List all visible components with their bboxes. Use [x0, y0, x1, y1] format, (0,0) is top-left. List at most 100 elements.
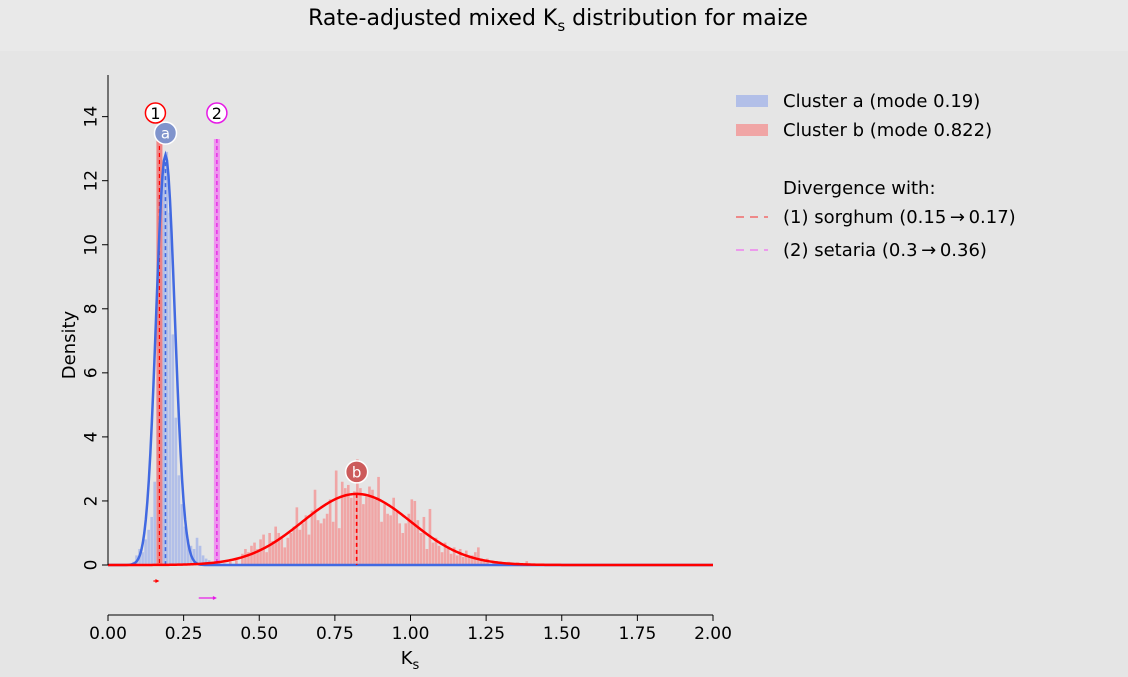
histogram-bar-b: [401, 532, 405, 565]
x-ticks: 0.00 0.25 0.50 0.75 1.00 1.25 1.50 1.75 2.00: [89, 615, 732, 644]
density-curves: [108, 150, 713, 567]
x-tick-label: 0.25: [165, 624, 203, 644]
mode-marker-label-b: b: [352, 463, 362, 481]
divergence-marker-label-2: 2: [212, 104, 222, 123]
histogram-bar-b: [407, 513, 411, 565]
histogram-bar-b: [419, 532, 423, 565]
histogram-bar-b: [431, 542, 435, 565]
histogram-bar-b: [440, 552, 444, 565]
histogram-bar-a: [174, 417, 178, 565]
mode-marker-b: [344, 460, 369, 484]
histogram-bar-b: [250, 545, 253, 565]
histogram-bar-b: [443, 542, 447, 565]
histogram-bar-b: [410, 499, 414, 565]
histogram-bar-b: [322, 518, 326, 565]
y-tick-label: 12: [82, 170, 102, 192]
histogram-bar-b: [271, 540, 274, 565]
histogram-bar-a: [201, 555, 205, 565]
histogram-bar-b: [437, 545, 441, 565]
x-axis-label: Ks: [401, 648, 420, 673]
chart-title: Rate-adjusted mixed Ks distribution for …: [308, 6, 808, 35]
x-tick-label: 1.75: [618, 624, 656, 644]
histogram-bar-b: [492, 561, 495, 565]
y-tick-label: 2: [82, 496, 102, 507]
mode-markers: a b 1 2: [144, 102, 369, 484]
histogram-bar-b: [477, 547, 480, 565]
histogram-bar-b: [256, 548, 259, 565]
legend-swatch-a: [736, 95, 768, 107]
histogram-bar-b: [483, 560, 486, 565]
x-tick-label: 2.00: [694, 624, 732, 644]
histogram-bar-a: [183, 526, 187, 565]
divergence-marker-label-1: 1: [150, 104, 160, 123]
y-tick-label: 10: [82, 234, 102, 256]
histogram-bar-a: [195, 537, 199, 565]
histogram-bar-b: [247, 552, 250, 565]
y-tick-label: 4: [82, 431, 102, 442]
histogram-bar-b: [480, 558, 483, 565]
mode-marker-label-a: a: [161, 125, 170, 143]
histogram-bar-b: [525, 561, 529, 565]
histogram-bar-b: [286, 537, 290, 565]
histogram-bar-b: [334, 470, 338, 565]
histogram-bar-b: [383, 504, 386, 565]
x-tick-label: 0.00: [89, 624, 127, 644]
histogram-bar-b: [346, 484, 350, 565]
histogram-bar-a: [198, 545, 202, 565]
histogram-bar-b: [392, 497, 395, 565]
histogram-bar-b: [277, 532, 281, 565]
histogram-bar-b: [340, 481, 344, 565]
histogram-bar-b: [328, 499, 332, 565]
y-axis-label: Density: [59, 310, 80, 379]
histogram-bar-b: [413, 500, 417, 565]
histogram-bar-a: [171, 334, 175, 565]
histogram-bar-a: [177, 475, 181, 565]
histogram-bar-a: [204, 558, 208, 565]
histogram-bar-a: [168, 212, 172, 566]
histogram-bar-b: [229, 561, 232, 565]
plot-area: a b 1 2: [108, 102, 713, 600]
histogram-bar-b: [268, 532, 271, 565]
legend-label-a: Cluster a (mode 0.19): [783, 91, 980, 112]
histogram-bar-b: [280, 536, 284, 565]
legend: Cluster a (mode 0.19) Cluster b (mode 0.8…: [736, 91, 1016, 261]
histogram-bar-b: [241, 553, 244, 565]
histogram-bar-b: [434, 537, 438, 565]
legend-divergence-label-2: (2) setaria (0.3 → 0.36): [783, 240, 987, 261]
y-tick-label: 8: [82, 303, 102, 314]
histogram-bar-b: [325, 513, 329, 565]
histogram-bar-b: [464, 550, 468, 565]
histogram-bar-b: [461, 556, 465, 565]
histogram-bar-b: [380, 521, 383, 565]
histogram-bar-b: [283, 547, 287, 565]
histogram-bar-b: [371, 489, 374, 565]
histogram-bar-b: [374, 499, 377, 565]
histogram-bar-b: [356, 459, 359, 565]
histogram-bar-b: [398, 523, 402, 565]
y-ticks: 0 2 4 6 8 10 12 14: [82, 106, 108, 570]
histogram-bar-b: [467, 555, 471, 565]
histogram-bar-b: [304, 515, 308, 565]
divergence-marker-2: [206, 102, 228, 124]
histogram-bar-b: [274, 526, 277, 565]
density-curve-b: [108, 492, 713, 567]
histogram-bar-b: [377, 476, 380, 565]
histogram-bar-b: [425, 548, 429, 565]
title-band: [0, 0, 1128, 51]
histogram-bar-b: [386, 513, 389, 565]
axes: 0.00 0.25 0.50 0.75 1.00 1.25 1.50 1.75 2.00 0 2 4…: [82, 75, 732, 644]
legend-label-b: Cluster b (mode 0.822): [783, 120, 992, 141]
histogram-bar-b: [313, 489, 317, 565]
histogram-bar-b: [298, 529, 302, 565]
y-tick-label: 14: [82, 106, 102, 128]
legend-divergence-label-1: (1) sorghum (0.15 → 0.17): [783, 207, 1016, 228]
histogram-bar-b: [452, 547, 456, 565]
histogram-bar-a: [162, 167, 166, 565]
x-tick-label: 1.25: [467, 624, 505, 644]
histogram-bar-b: [301, 523, 305, 565]
histogram-bar-b: [331, 521, 335, 565]
histogram-bar-b: [359, 488, 362, 565]
histogram-bar-a: [141, 552, 144, 565]
histogram-bar-b: [295, 507, 299, 565]
